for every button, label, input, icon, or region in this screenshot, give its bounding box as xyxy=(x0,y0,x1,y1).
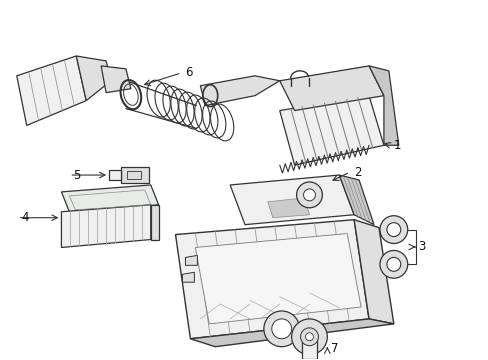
Polygon shape xyxy=(101,66,131,93)
Polygon shape xyxy=(185,255,197,265)
Polygon shape xyxy=(368,66,398,145)
Circle shape xyxy=(379,251,407,278)
Polygon shape xyxy=(339,175,373,225)
Polygon shape xyxy=(353,220,393,324)
Polygon shape xyxy=(61,205,150,247)
Text: 4: 4 xyxy=(21,211,29,224)
Circle shape xyxy=(379,216,407,243)
Polygon shape xyxy=(182,272,194,282)
Text: 5: 5 xyxy=(73,168,81,181)
Polygon shape xyxy=(61,185,158,212)
Text: 7: 7 xyxy=(331,342,338,355)
Polygon shape xyxy=(17,56,86,125)
Circle shape xyxy=(271,319,291,339)
Polygon shape xyxy=(150,205,158,239)
Polygon shape xyxy=(190,319,393,347)
Circle shape xyxy=(386,257,400,271)
Text: 3: 3 xyxy=(418,240,425,253)
Circle shape xyxy=(305,333,313,341)
Polygon shape xyxy=(267,198,309,218)
Polygon shape xyxy=(301,337,317,359)
Polygon shape xyxy=(279,66,383,111)
Circle shape xyxy=(291,319,326,355)
Polygon shape xyxy=(195,234,360,324)
Polygon shape xyxy=(109,170,121,180)
Polygon shape xyxy=(76,56,111,100)
Text: 6: 6 xyxy=(185,66,193,79)
Circle shape xyxy=(303,189,315,201)
Text: 2: 2 xyxy=(353,166,361,179)
Polygon shape xyxy=(175,220,368,339)
Polygon shape xyxy=(230,175,353,225)
Circle shape xyxy=(386,223,400,237)
Circle shape xyxy=(264,311,299,347)
Text: 1: 1 xyxy=(393,139,401,152)
Circle shape xyxy=(296,182,322,208)
Polygon shape xyxy=(121,167,148,183)
Polygon shape xyxy=(279,96,383,165)
Polygon shape xyxy=(200,76,279,105)
Circle shape xyxy=(300,328,318,346)
Polygon shape xyxy=(127,171,141,179)
